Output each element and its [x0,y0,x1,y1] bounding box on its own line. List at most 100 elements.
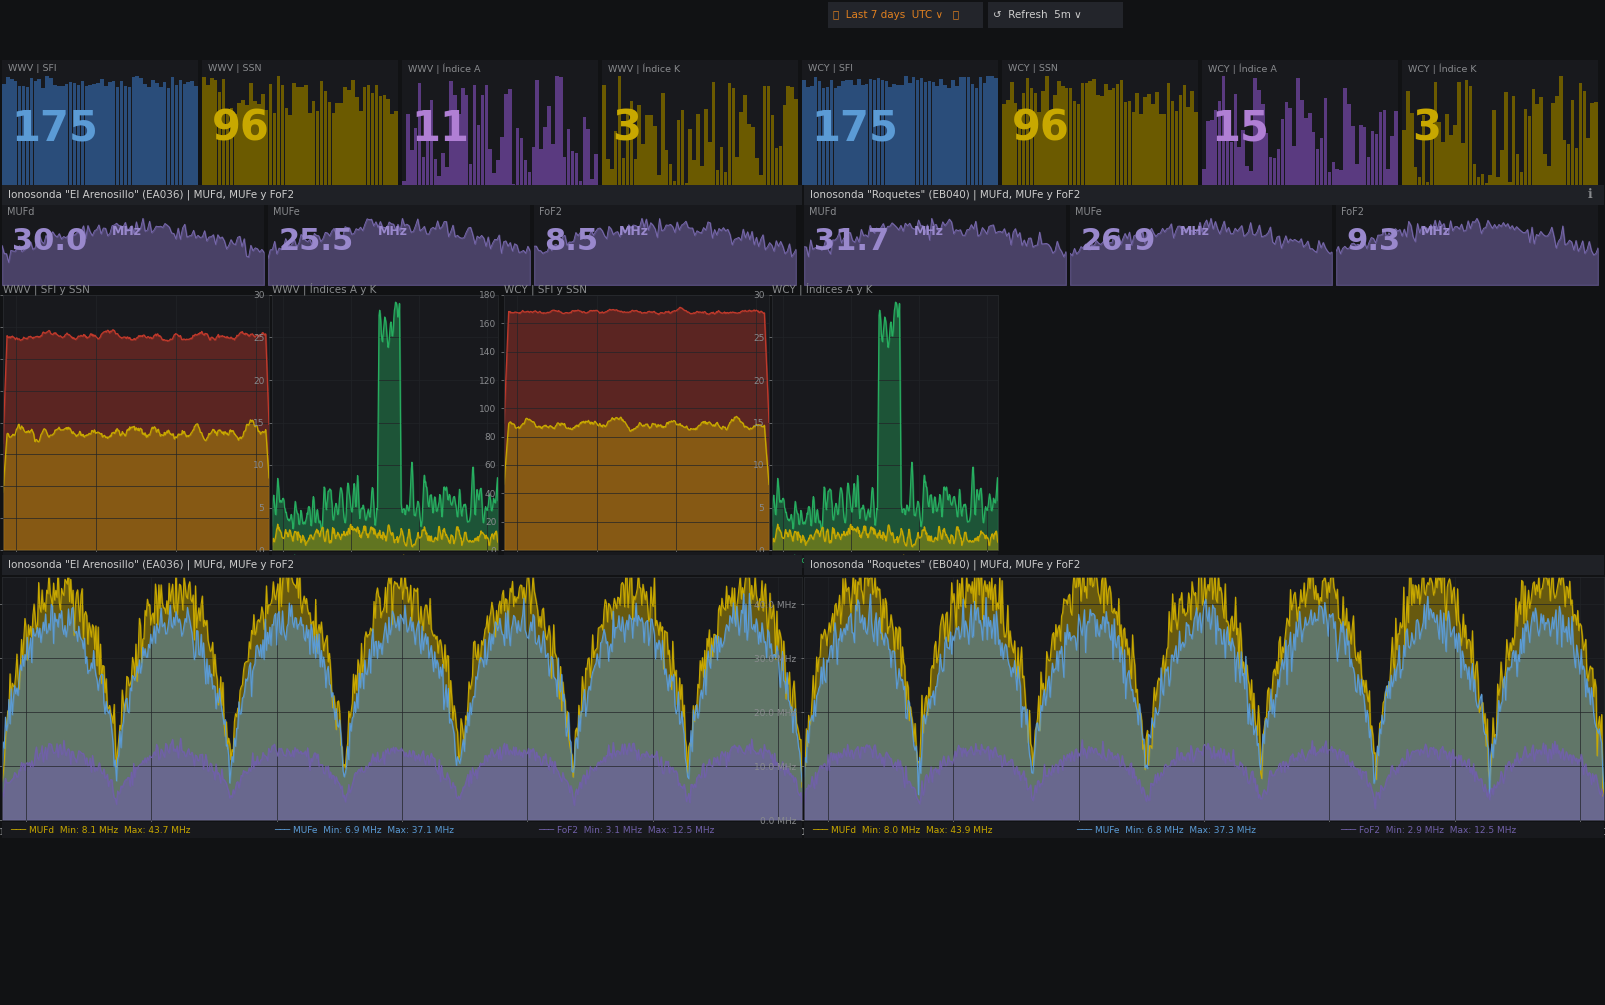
Text: Ionosonda "Roquetes" (EB040) | MUFd, MUFe y FoF2: Ionosonda "Roquetes" (EB040) | MUFd, MUF… [811,190,1080,200]
Bar [966,77,971,185]
Bar [1175,111,1178,185]
Bar [1292,146,1295,185]
Bar [982,82,985,185]
Text: ─── FoF2  Min: 2.9 MHz  Max: 12.5 MHz: ─── FoF2 Min: 2.9 MHz Max: 12.5 MHz [1340,825,1517,834]
Text: ─── MUFd  Min: 8.0 MHz  Max: 43.9 MHz: ─── MUFd Min: 8.0 MHz Max: 43.9 MHz [812,825,992,834]
Text: WWV | SFI y SSN: WWV | SFI y SSN [3,284,90,294]
Text: ─── FoF2  Min: 3.1 MHz  Max: 12.5 MHz: ─── FoF2 Min: 3.1 MHz Max: 12.5 MHz [538,825,714,834]
Bar [1411,113,1414,185]
Bar [1485,183,1488,185]
Bar [931,82,936,185]
Bar [806,87,809,185]
Bar [1135,92,1140,185]
Bar [441,153,445,185]
Bar [34,80,37,185]
Bar [684,183,689,185]
Bar [1289,108,1292,185]
Bar [45,76,48,185]
Bar [249,82,252,185]
Bar [488,150,493,185]
Bar [1205,121,1210,185]
Bar [194,85,197,185]
Text: 26.9: 26.9 [1080,227,1156,256]
Bar [430,100,433,185]
Bar [1058,80,1061,185]
Bar [178,80,181,185]
Bar [814,77,817,185]
Text: 9.3: 9.3 [1347,227,1401,256]
Bar [276,76,281,185]
Bar [531,148,534,185]
Bar [1072,102,1077,185]
Bar [1575,148,1578,185]
Bar [77,84,80,185]
Bar [1547,166,1550,185]
Bar [629,102,632,185]
Bar [1406,91,1409,185]
Bar [1156,92,1159,185]
Bar [1183,85,1186,185]
Text: WCY | SFI y SSN: WCY | SFI y SSN [504,284,587,294]
Bar [509,88,512,185]
Bar [1359,125,1363,185]
Bar [896,84,900,185]
Bar [1449,135,1453,185]
Bar [1254,77,1257,185]
Bar [1226,123,1229,185]
Text: MUFe: MUFe [1075,207,1103,217]
Bar [1064,87,1069,185]
Bar [93,83,96,185]
Bar [120,80,124,185]
Bar [1586,138,1591,185]
Text: WWV | SSN: WWV | SSN [209,63,262,72]
Text: WCY | Índice A: WCY | Índice A [1209,63,1276,74]
Bar [72,82,77,185]
Bar [254,102,257,185]
Bar [1387,170,1390,185]
Bar [1457,81,1461,185]
Bar [191,81,194,185]
Bar [37,79,42,185]
Bar [504,93,507,185]
Bar [422,157,425,185]
Text: WWV | SFI: WWV | SFI [8,63,56,72]
Bar [1010,81,1014,185]
Bar [634,159,637,185]
Bar [1151,105,1154,185]
Bar [374,84,379,185]
Bar [963,76,966,185]
Bar [1104,83,1107,185]
Bar [732,88,735,185]
Bar [920,78,923,185]
Bar [1417,177,1422,185]
Bar [417,83,422,185]
Bar [1441,143,1444,185]
Text: ─── MUFe  Min: 6.9 MHz  Max: 37.1 MHz: ─── MUFe Min: 6.9 MHz Max: 37.1 MHz [274,825,454,834]
Text: 31.7: 31.7 [814,227,889,256]
Text: MHz: MHz [620,225,648,238]
Bar [1327,173,1331,185]
Bar [1159,115,1162,185]
Bar [904,76,908,185]
Bar [246,105,249,185]
Bar [355,96,358,185]
Bar [700,166,703,185]
Bar [1148,94,1151,185]
Bar [1120,80,1124,185]
Bar [1395,112,1398,185]
Bar [762,86,767,185]
Bar [536,79,539,185]
Bar [53,85,56,185]
Bar [42,87,45,185]
Text: ─── SFI  Min: 161  Max: 175: ─── SFI Min: 161 Max: 175 [507,556,631,565]
Bar [786,86,790,185]
Bar [104,85,108,185]
Bar [1002,104,1006,185]
Bar [1194,113,1197,185]
Text: ─── Índice K  Min: 0  Max: 5: ─── Índice K Min: 0 Max: 5 [382,556,507,565]
Text: MHz: MHz [913,225,944,238]
Bar [705,109,708,185]
Bar [947,87,950,185]
Bar [1143,97,1148,185]
Bar [1018,109,1021,185]
